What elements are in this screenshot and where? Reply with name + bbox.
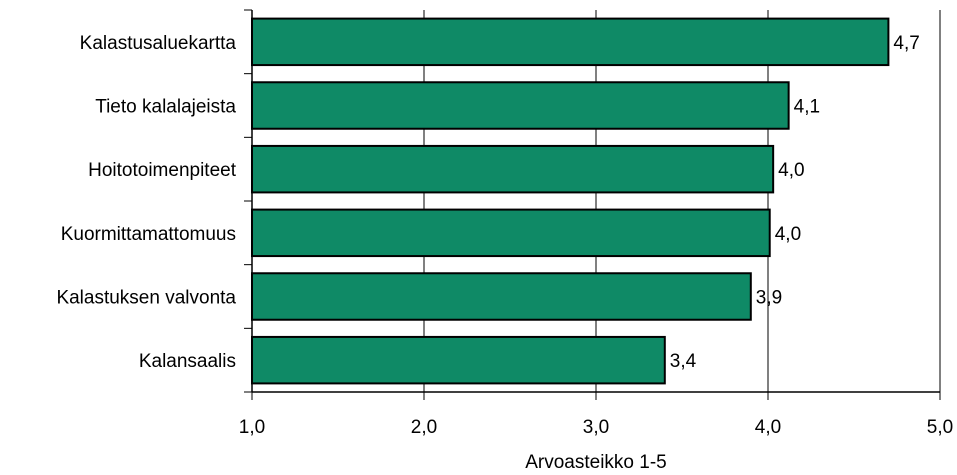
x-tick-label: 4,0 [755,417,781,438]
x-tick-label: 1,0 [239,417,265,438]
bar [251,272,752,321]
bar [251,17,890,67]
category-label: Kalansaalis [139,351,236,372]
data-label: 4,0 [778,160,804,181]
bar [251,208,771,258]
x-tick-label: 2,0 [411,417,437,438]
bar [251,81,790,130]
bars [251,17,890,385]
data-label: 4,1 [794,97,820,118]
data-label: 4,7 [893,33,919,54]
category-label: Tieto kalalajeista [95,97,236,118]
category-label: Kuormittamattomuus [61,224,236,245]
bar [251,335,666,385]
axes: 1,0 2,0 3,0 4,0 5,0 [239,9,953,438]
data-label: 4,0 [775,224,801,245]
bar [251,144,775,194]
grid-lines [423,10,941,392]
category-label: Hoitotoimenpiteet [88,160,237,181]
x-tick-label: 3,0 [583,417,609,438]
x-axis-title: Arvoasteikko 1-5 [525,452,667,473]
category-label: Kalastusaluekartta [80,33,237,54]
category-label: Kalastuksen valvonta [56,288,236,309]
labels: Kalastusaluekartta 4,7 Tieto kalalajeista 4… [56,33,919,372]
data-label: 3,4 [670,351,697,372]
data-label: 3,9 [756,288,782,309]
x-tick-label: 5,0 [927,417,953,438]
